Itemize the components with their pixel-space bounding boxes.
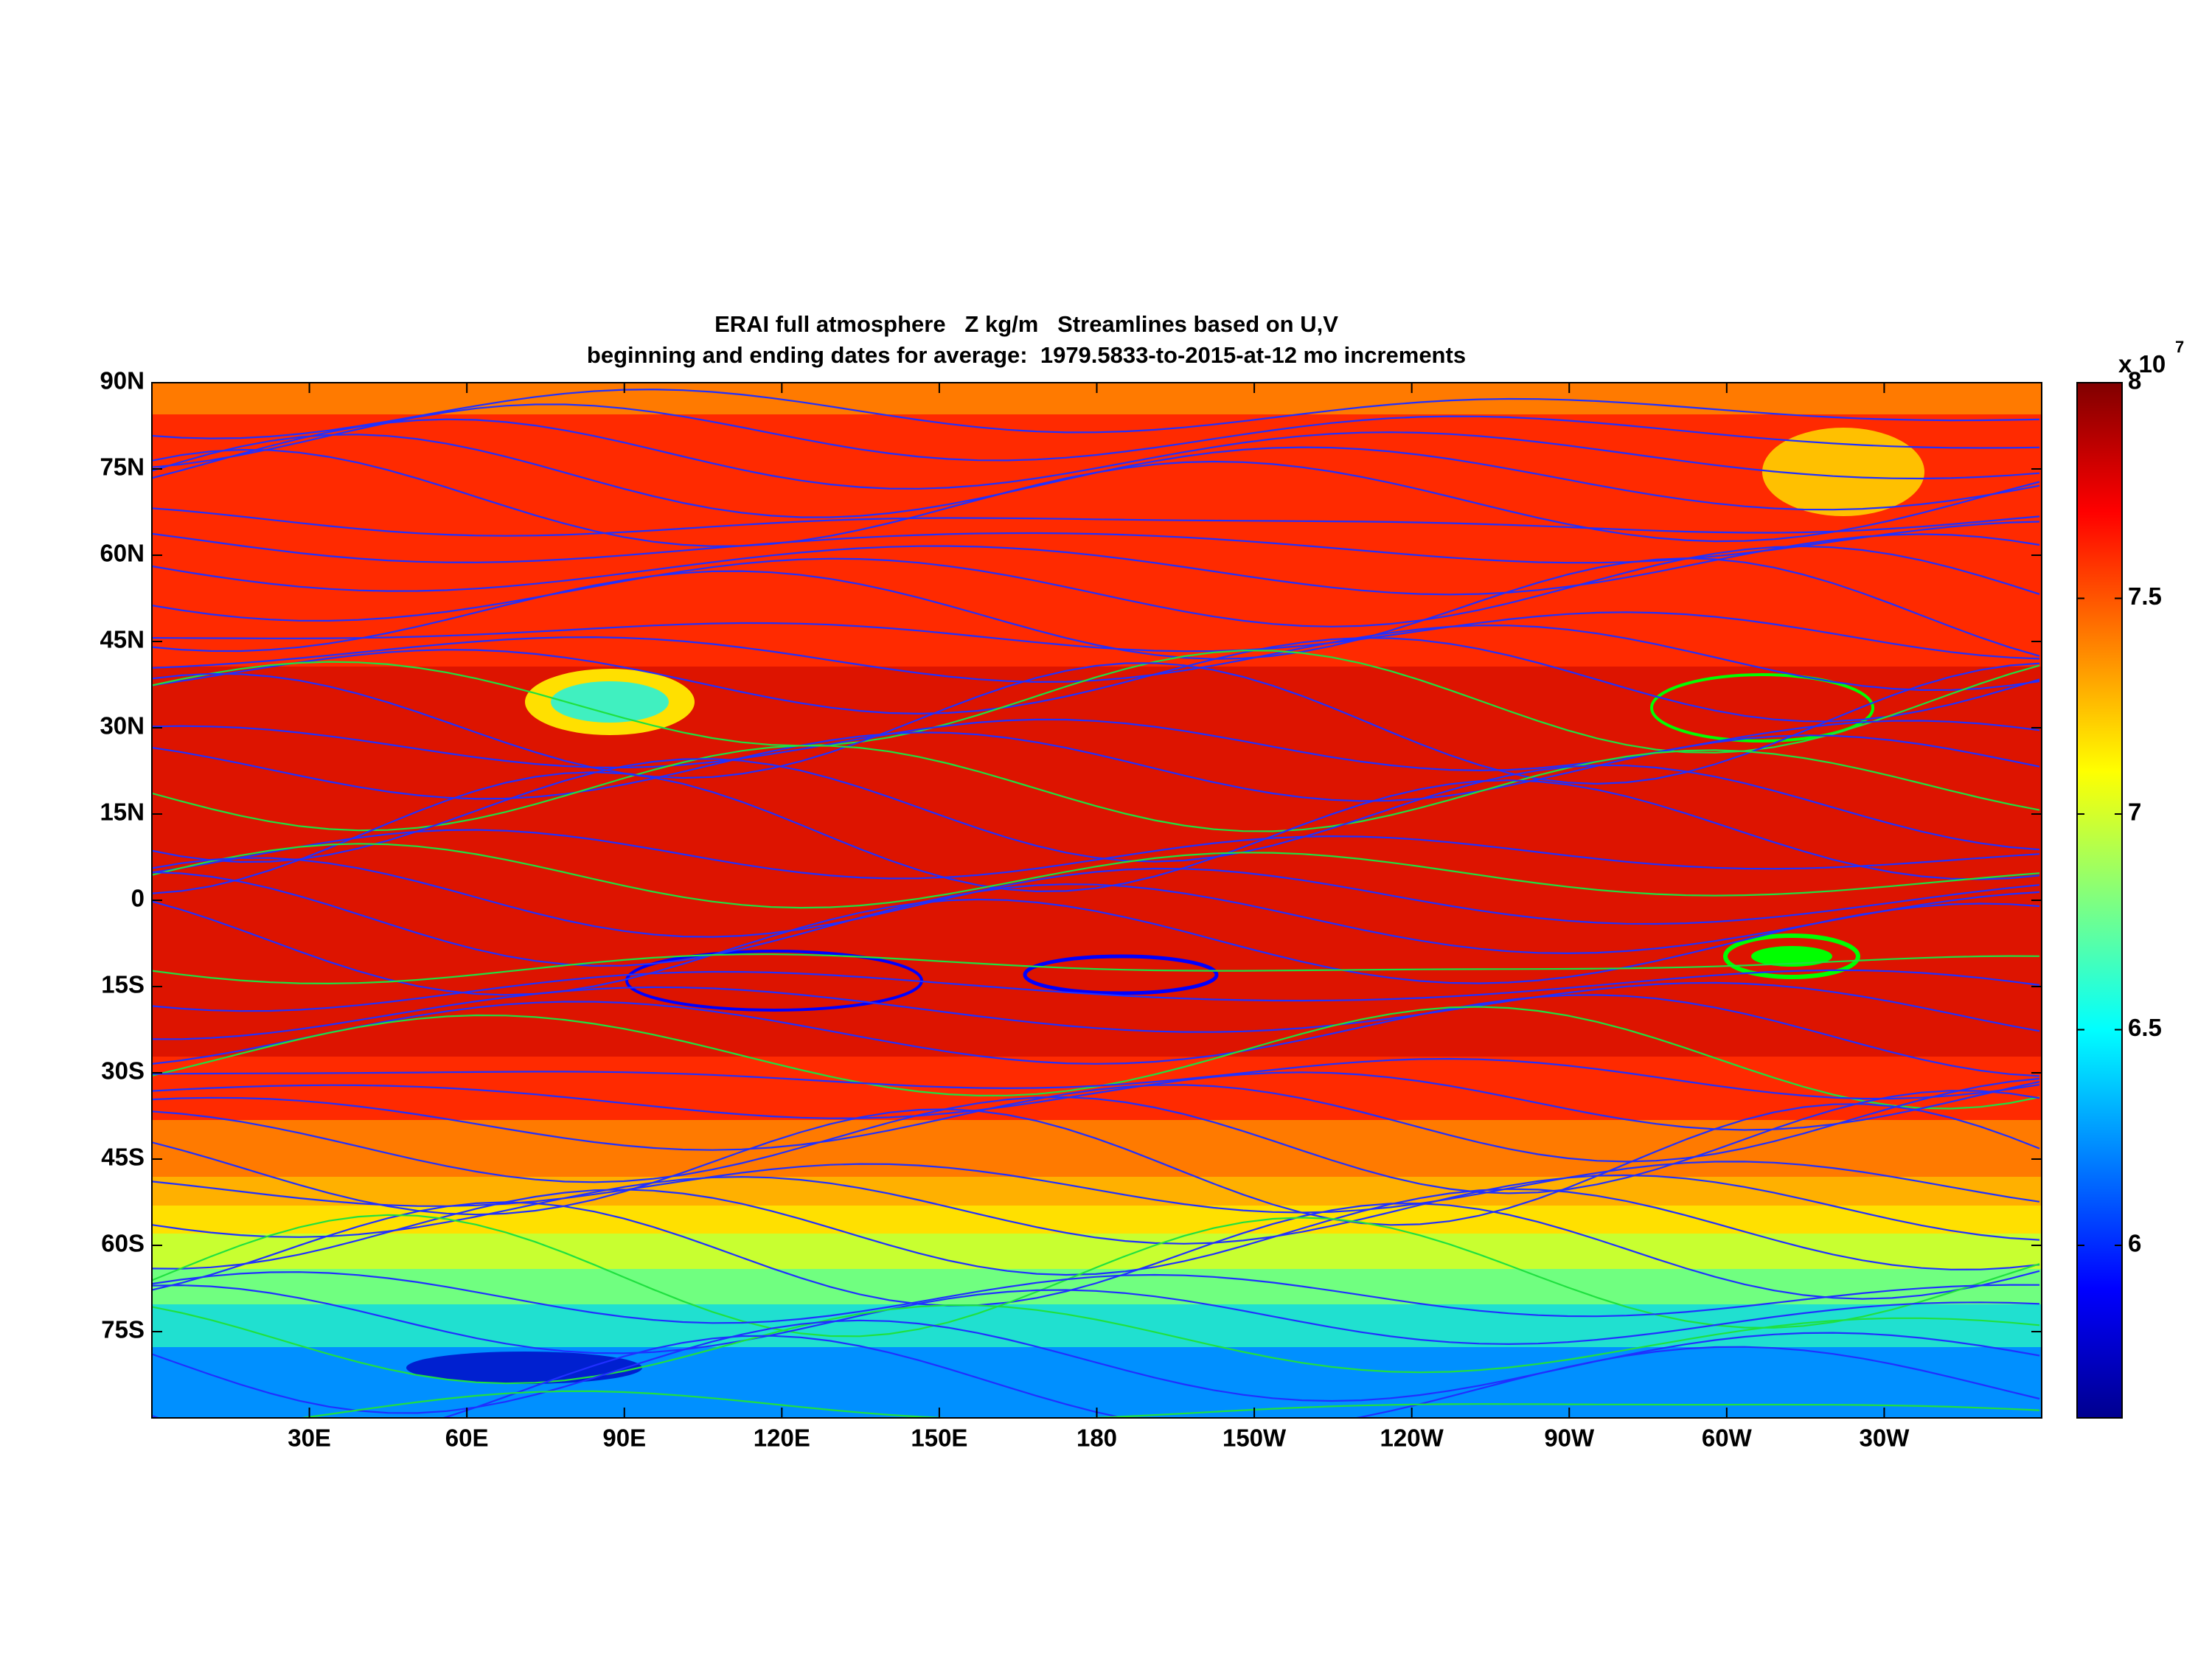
y-tick-label: 45N	[100, 626, 145, 653]
band	[152, 1120, 2042, 1177]
streamline	[152, 1304, 2040, 1385]
subtitle: beginning and ending dates for average: …	[587, 342, 1466, 368]
streamline	[152, 521, 2040, 564]
streamline	[152, 1271, 2040, 1324]
streamline	[152, 843, 2040, 909]
y-tick-label: 45S	[101, 1144, 145, 1171]
streamline	[152, 1103, 2040, 1226]
streamline	[152, 625, 2040, 692]
streamline	[152, 650, 2040, 754]
streamlines	[152, 389, 2040, 1418]
colorbar-tick-label: 7	[2128, 799, 2141, 826]
y-tick-label: 75N	[100, 453, 145, 481]
colorbar-tick-label: 8	[2128, 367, 2141, 394]
gyre	[1023, 954, 1219, 995]
streamline	[152, 533, 2040, 596]
streamline	[152, 731, 2040, 802]
streamline	[152, 611, 2040, 660]
gyre	[1723, 933, 1860, 979]
title: ERAI full atmosphere Z kg/m Streamlines …	[714, 311, 1338, 337]
gyre	[1650, 673, 1874, 742]
streamline	[152, 857, 2040, 938]
x-tick-label: 180	[1077, 1425, 1117, 1452]
x-tick-label: 90W	[1544, 1425, 1595, 1452]
streamline	[152, 1201, 2040, 1307]
band	[152, 1206, 2042, 1234]
streamline	[152, 829, 2040, 880]
streamline	[152, 871, 2040, 967]
low-blob	[406, 1352, 642, 1384]
x-tick-label: 150W	[1222, 1425, 1287, 1452]
x-tick-label: 60E	[445, 1425, 489, 1452]
y-tick-label: 15S	[101, 971, 145, 998]
streamline	[152, 418, 2040, 490]
y-tick-label: 15N	[100, 799, 145, 826]
band	[152, 1269, 2042, 1304]
streamline	[152, 662, 2040, 785]
streamline	[152, 507, 2040, 537]
streamline	[152, 1090, 2040, 1194]
streamline	[152, 1071, 2040, 1131]
y-tick-label: 60N	[100, 540, 145, 567]
x-tick-label: 150E	[911, 1425, 967, 1452]
x-tick-label: 60W	[1702, 1425, 1753, 1452]
streamline	[152, 771, 2040, 894]
y-tick-label: 60S	[101, 1230, 145, 1257]
colorbar-tick-label: 6.5	[2128, 1014, 2162, 1041]
streamline	[152, 718, 2040, 772]
x-tick-label: 90E	[602, 1425, 646, 1452]
x-tick-label: 30E	[288, 1425, 331, 1452]
band	[152, 667, 2042, 1057]
streamline	[152, 403, 2040, 468]
streamline	[152, 637, 2040, 723]
colorbar	[2076, 382, 2123, 1419]
streamline	[152, 994, 2040, 1077]
colorbar-exponent: 7	[2175, 338, 2184, 356]
x-tick-label: 120E	[754, 1425, 810, 1452]
y-tick-label: 0	[131, 885, 145, 912]
streamline	[152, 969, 2040, 1012]
streamline	[152, 1284, 2040, 1354]
field	[152, 383, 2042, 1418]
band	[152, 1234, 2042, 1269]
colorbar-multiplier: x 10	[2118, 350, 2166, 378]
streamline	[152, 389, 2040, 439]
band	[152, 1304, 2042, 1347]
streamline	[152, 758, 2040, 863]
streamline	[152, 545, 2040, 627]
streamline	[152, 1161, 2040, 1214]
colorbar-tick-label: 6	[2128, 1230, 2141, 1257]
streamline	[152, 557, 2040, 660]
y-tick-label: 30S	[101, 1057, 145, 1085]
streamline	[152, 1077, 2040, 1163]
streamline	[152, 1188, 2040, 1276]
band	[152, 1057, 2042, 1120]
y-tick-label: 75S	[101, 1316, 145, 1343]
streamline	[152, 1174, 2040, 1245]
y-tick-label: 30N	[100, 712, 145, 740]
x-tick-label: 30W	[1859, 1425, 1910, 1452]
streamline	[152, 898, 2040, 996]
colorbar-ticks: 6 6.5 7 7.5 8	[2077, 367, 2162, 1257]
y-tick-label: 90N	[100, 367, 145, 394]
streamline	[152, 981, 2040, 1040]
greenland-blob	[1762, 428, 1924, 516]
streamline	[152, 448, 2040, 547]
x-tick-label: 120W	[1380, 1425, 1444, 1452]
high-blob	[551, 681, 669, 723]
band	[152, 1177, 2042, 1206]
streamline	[152, 1057, 2040, 1100]
streamline	[152, 953, 2040, 985]
streamline	[152, 1214, 2040, 1338]
streamline	[152, 745, 2040, 832]
ticks: 90N 75N 60N 45N 30N 15N 0 15S 30S 45S 60S 75S 30E 60E…	[100, 367, 2042, 1452]
gyre	[1751, 946, 1832, 967]
colorbar-tick-label: 7.5	[2128, 582, 2162, 610]
